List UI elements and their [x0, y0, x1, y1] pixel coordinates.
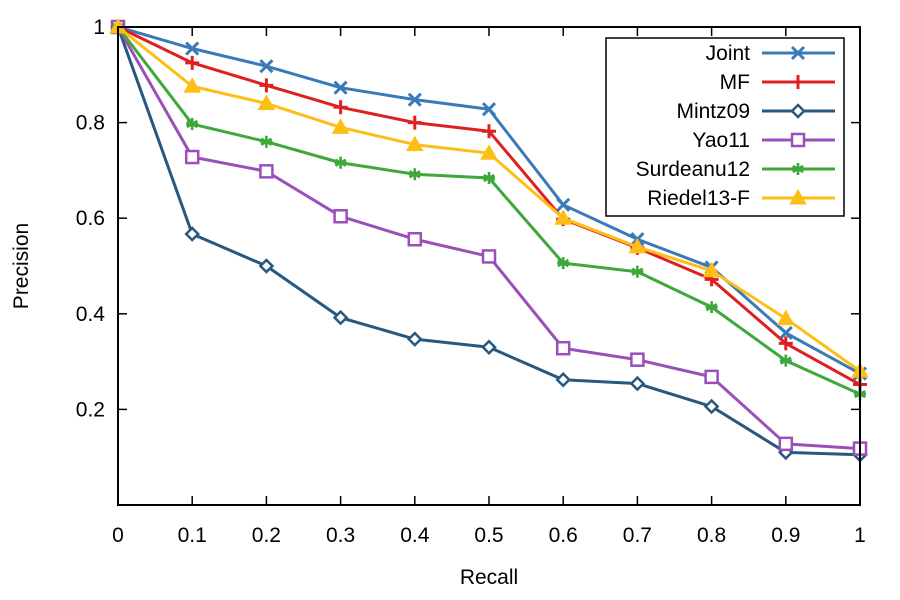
y-tick-label: 0.2 [76, 398, 105, 421]
x-tick-label: 1 [854, 524, 866, 547]
legend-label-joint: Joint [706, 42, 751, 65]
data-point-mf [482, 124, 496, 139]
x-tick-label: 0.7 [623, 524, 652, 547]
data-point-mf [259, 78, 274, 93]
data-point-mf [778, 336, 793, 351]
data-point-joint [778, 325, 793, 340]
series-layer [109, 17, 869, 463]
data-point-surdeanu12 [557, 257, 570, 270]
data-point-mintz09 [332, 309, 349, 326]
y-tick-label: 0.6 [76, 207, 105, 230]
x-tick-label: 0.1 [178, 524, 207, 547]
data-point-riedel13-f [183, 77, 202, 93]
legend-box [605, 37, 845, 217]
data-point-yao11 [333, 209, 348, 224]
data-point-surdeanu12 [186, 118, 199, 131]
data-point-mintz09 [629, 375, 646, 392]
data-point-riedel13-f [702, 261, 721, 278]
data-point-mintz09 [258, 258, 275, 274]
data-point-mf [185, 55, 200, 70]
legend-label-riedel13-f: Riedel13-F [647, 187, 750, 210]
axis-ticks: 0 0.1 0.2 0.3 0.4 0.5 0.6 0.7 0.8 0.9 1 0.2 0.4 0.6 0.… [76, 16, 866, 547]
data-point-riedel13-f [331, 118, 350, 134]
data-point-yao11 [481, 249, 497, 264]
legend: Joint MF Mintz09 Yao11 Surdeanu12 Riedel13-F [605, 37, 845, 217]
data-point-mintz09 [184, 226, 200, 242]
x-tick-label: 0 [112, 524, 124, 547]
data-point-mintz09 [703, 398, 720, 415]
legend-marker-yao11 [790, 132, 806, 148]
data-point-yao11 [778, 436, 794, 452]
data-point-yao11 [407, 231, 423, 247]
data-point-mf [333, 100, 348, 115]
data-point-yao11 [630, 352, 645, 367]
legend-label-surdeanu12: Surdeanu12 [636, 158, 750, 181]
data-point-joint [333, 80, 348, 95]
data-point-surdeanu12 [779, 354, 792, 367]
y-tick-label: 0.8 [76, 112, 105, 135]
data-point-mintz09 [481, 339, 497, 356]
y-axis-label: Precision [10, 223, 33, 309]
data-point-joint [407, 92, 422, 107]
legend-label-mf: MF [720, 71, 750, 94]
data-point-riedel13-f [776, 309, 795, 326]
data-point-joint [259, 59, 274, 74]
data-point-yao11 [259, 164, 274, 179]
x-axis-label: Recall [460, 566, 518, 589]
data-point-joint [481, 102, 497, 117]
data-point-riedel13-f [257, 94, 276, 110]
data-point-yao11 [555, 340, 571, 356]
legend-label-mintz09: Mintz09 [676, 100, 750, 123]
data-point-mf [407, 115, 422, 130]
data-point-riedel13-f [405, 135, 424, 152]
data-point-riedel13-f [628, 237, 647, 254]
data-point-surdeanu12 [334, 156, 347, 169]
data-point-mintz09 [555, 371, 571, 388]
x-tick-label: 0.5 [474, 524, 503, 547]
x-tick-label: 0.9 [771, 524, 800, 547]
data-point-surdeanu12 [631, 265, 644, 278]
x-tick-label: 0.8 [697, 524, 726, 547]
data-point-yao11 [704, 369, 719, 385]
data-point-surdeanu12 [260, 135, 273, 148]
data-point-joint [556, 197, 571, 212]
x-tick-label: 0.6 [549, 524, 578, 547]
legend-label-yao11: Yao11 [692, 129, 750, 152]
x-tick-label: 0.3 [326, 524, 355, 547]
legend-marker-riedel13-f [789, 188, 807, 205]
y-tick-label: 1 [93, 16, 105, 39]
data-point-mintz09 [407, 331, 423, 347]
legend-marker-mintz09 [790, 103, 806, 119]
data-point-surdeanu12 [483, 172, 495, 185]
data-point-surdeanu12 [408, 168, 421, 181]
series-yao11 [110, 19, 868, 456]
data-point-surdeanu12 [705, 301, 718, 314]
legend-marker-mf [791, 75, 805, 89]
x-tick-label: 0.2 [252, 524, 281, 547]
data-point-yao11 [184, 149, 200, 165]
legend-marker-joint [790, 45, 806, 61]
data-point-riedel13-f [554, 209, 573, 225]
y-tick-label: 0.4 [76, 303, 106, 326]
x-tick-label: 0.4 [400, 524, 430, 547]
legend-marker-surdeanu12 [792, 163, 804, 175]
data-point-riedel13-f [480, 144, 498, 160]
data-point-joint [185, 41, 200, 56]
